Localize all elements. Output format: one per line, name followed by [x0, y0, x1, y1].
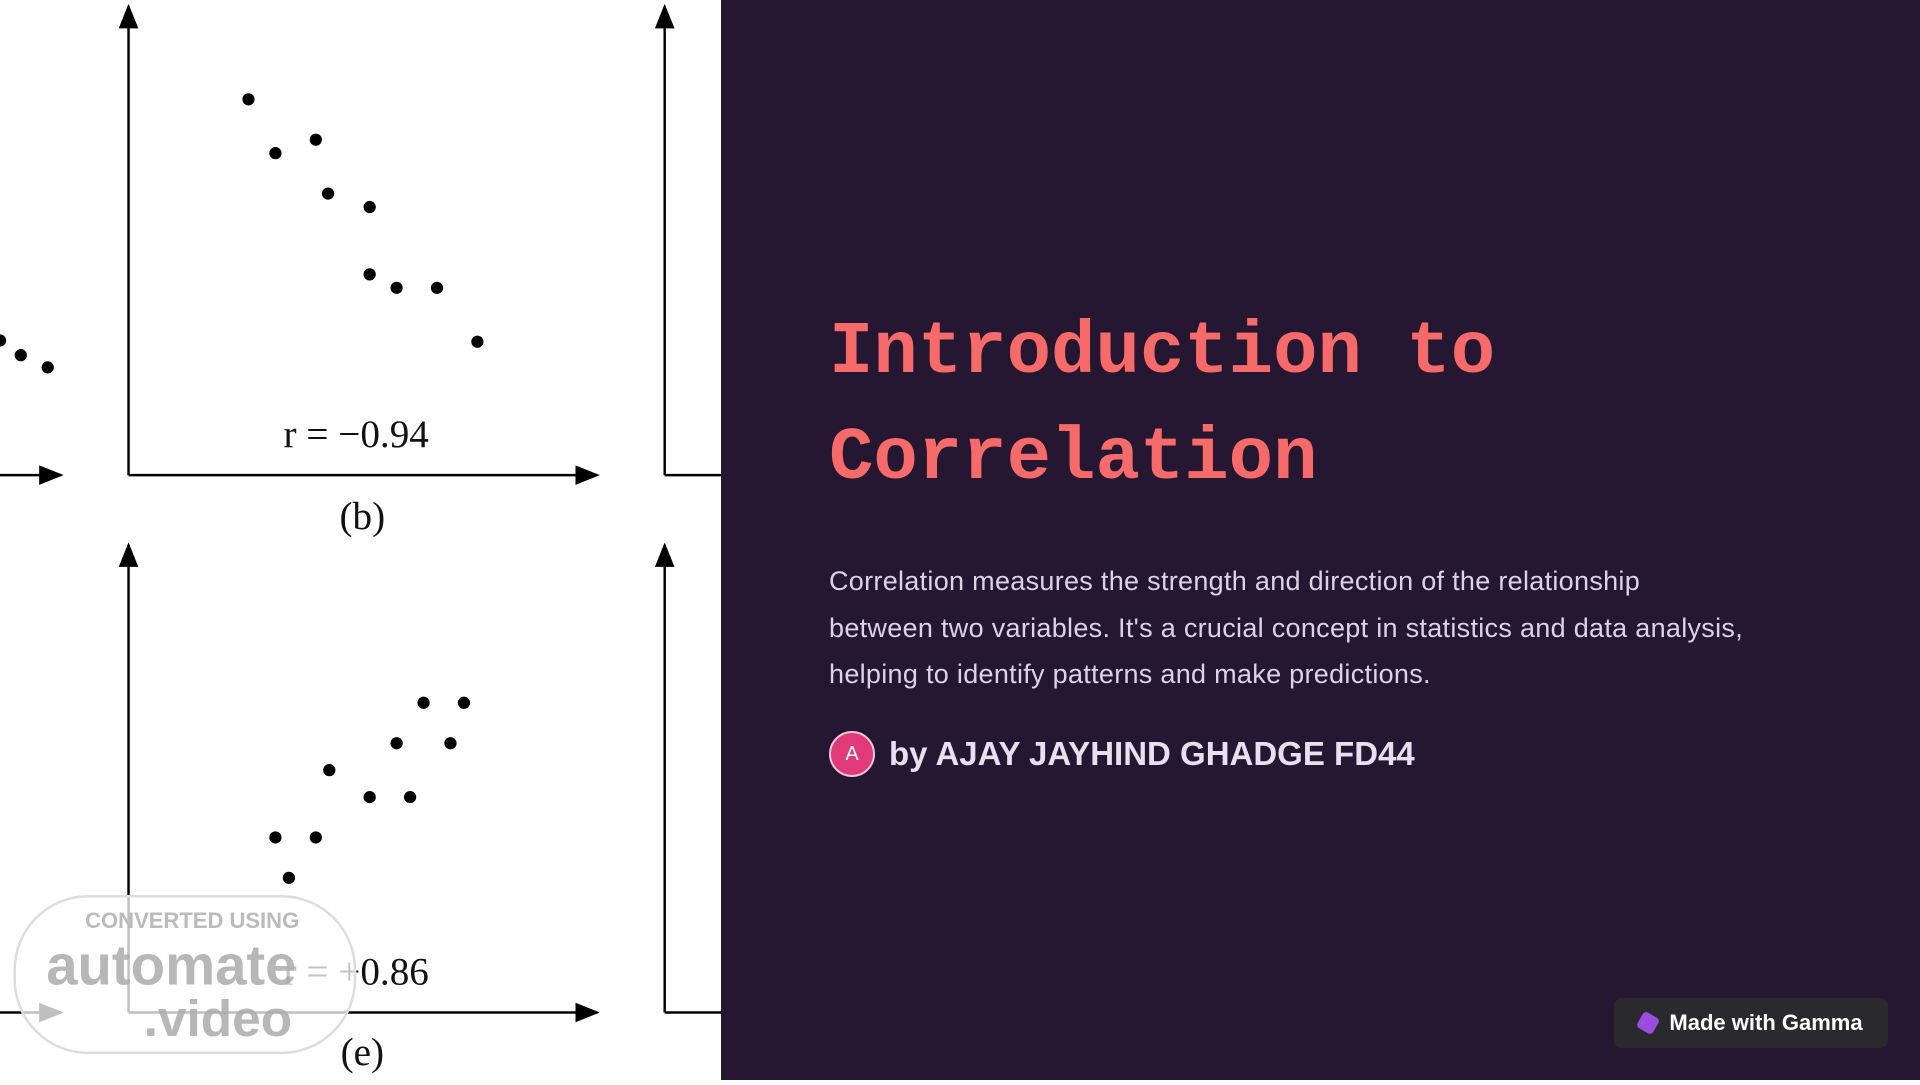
correlation-label: r = −0.94: [284, 413, 429, 456]
avatar: A: [829, 731, 875, 777]
badge-text: Made with Gamma: [1669, 1010, 1863, 1035]
scatter-figure: r = −0.94 (b) r = +0.86 (e) CONVERTED US…: [0, 3, 721, 1074]
author-name: by AJAY JAYHIND GHADGE FD44: [889, 735, 1415, 772]
author: A by AJAY JAYHIND GHADGE FD44: [829, 731, 1415, 777]
dots: [0, 93, 484, 884]
slide-title: Introduction to Correlation: [829, 311, 1496, 501]
watermark-line: CONVERTED USING: [85, 908, 299, 933]
gamma-icon: [1636, 1010, 1661, 1036]
content-panel: Introduction to Correlation Correlation …: [721, 0, 1920, 1080]
gamma-badge[interactable]: Made with Gamma: [1614, 998, 1888, 1048]
panel-label: (b): [340, 495, 386, 538]
figure-panel: r = −0.94 (b) r = +0.86 (e) CONVERTED US…: [0, 0, 721, 1080]
watermark: CONVERTED USING automate .video: [13, 894, 357, 1055]
watermark-line: .video: [144, 989, 293, 1047]
panel-label: (e): [341, 1031, 384, 1074]
watermark-line: automate: [46, 933, 296, 996]
slide-description: Correlation measures the strength and di…: [829, 566, 1744, 689]
